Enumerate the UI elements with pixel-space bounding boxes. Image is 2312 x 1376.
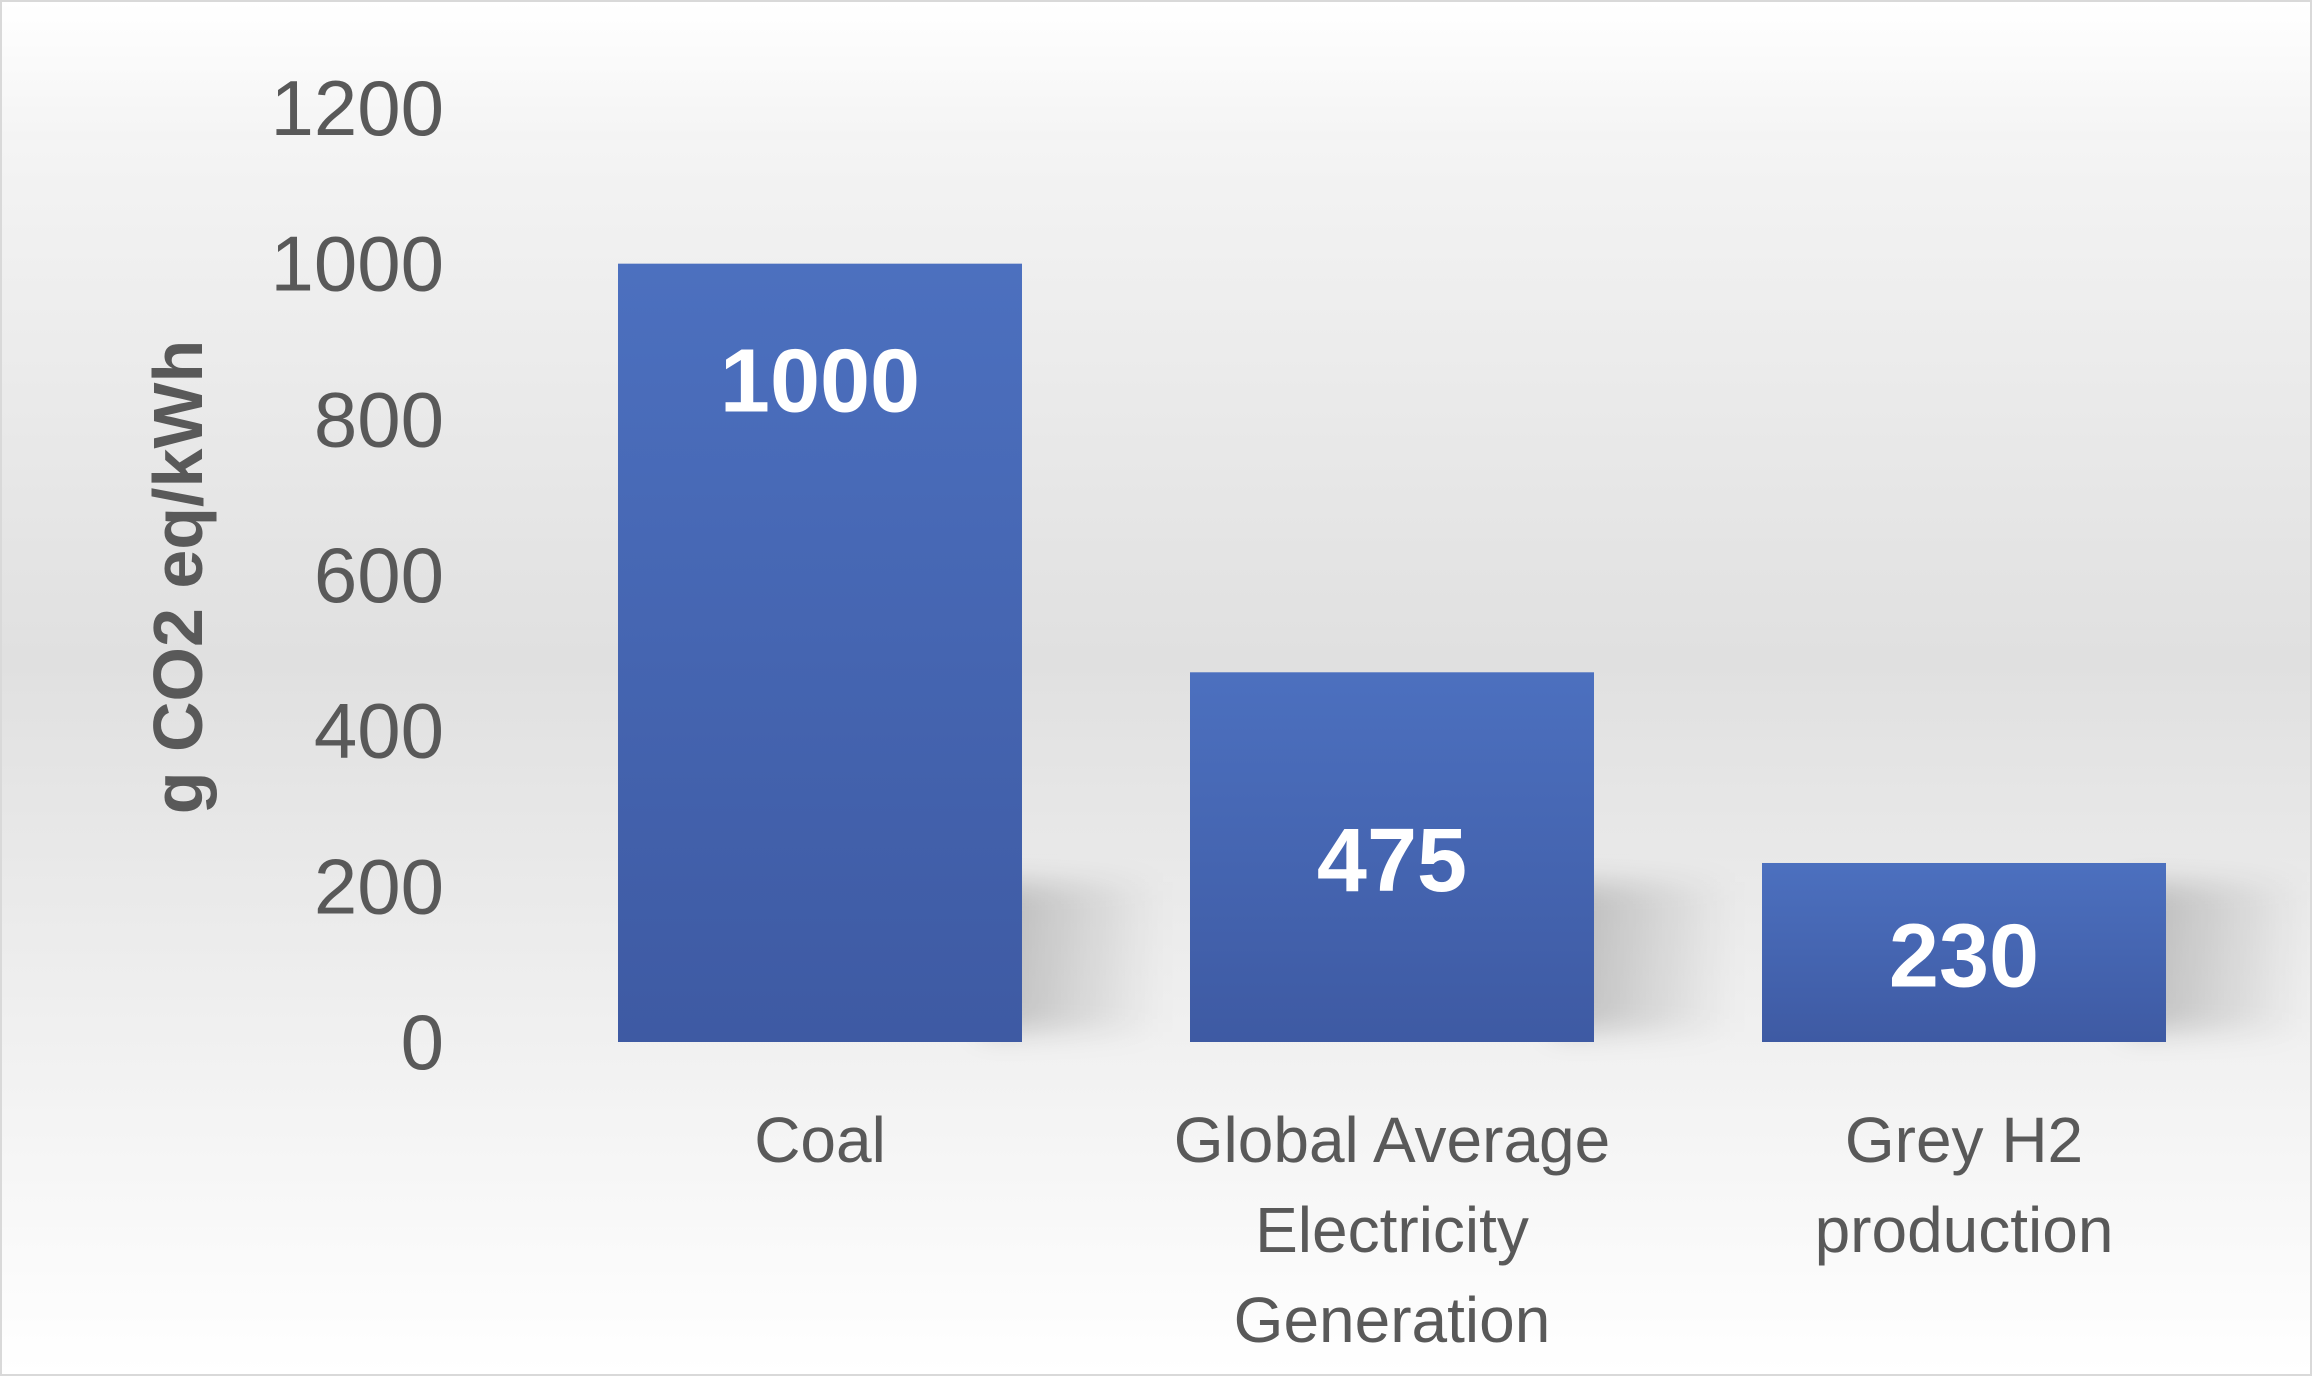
bar-1[interactable] — [1190, 672, 1594, 1042]
y-tick-label-1200: 1200 — [270, 64, 444, 152]
y-tick-label-0: 0 — [401, 998, 444, 1086]
x-category-line: Global Average — [1174, 1104, 1610, 1176]
x-category-label-1: Global Average Electricity Generation — [1174, 1104, 1610, 1356]
data-label-1: 475 — [1317, 811, 1467, 911]
x-category-label-2: Grey H2 production — [1815, 1104, 2114, 1266]
bar-0[interactable] — [618, 263, 1022, 1043]
y-tick-label-600: 600 — [314, 531, 444, 619]
y-tick-label-400: 400 — [314, 687, 444, 775]
x-category-line: Grey H2 — [1845, 1104, 2083, 1176]
data-label-2: 230 — [1889, 906, 2039, 1006]
x-category-line: production — [1815, 1194, 2114, 1266]
data-label-0: 1000 — [720, 332, 920, 432]
y-tick-label-200: 200 — [314, 842, 444, 930]
x-category-line: Electricity — [1255, 1194, 1529, 1266]
x-category-line: Generation — [1234, 1284, 1551, 1356]
y-axis-title: g CO2 eq/kWh — [139, 340, 217, 814]
x-category-label-0: Coal — [754, 1104, 886, 1176]
x-category-line: Coal — [754, 1104, 886, 1176]
y-tick-label-1000: 1000 — [270, 220, 444, 308]
bar-2[interactable] — [1762, 862, 2166, 1042]
y-tick-label-800: 800 — [314, 375, 444, 463]
